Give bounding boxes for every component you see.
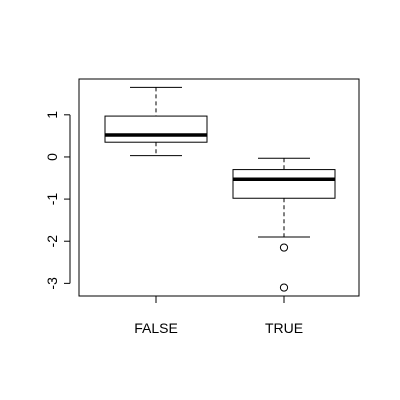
- iqr-box: [104, 115, 208, 143]
- y-tick-label: -2: [44, 235, 60, 248]
- y-tick-label: -1: [44, 193, 60, 206]
- outlier-point: [279, 243, 289, 252]
- x-axis: FALSE TRUE: [134, 295, 303, 336]
- box-false: [104, 86, 208, 157]
- iqr-box: [232, 169, 336, 199]
- y-axis: -3 -2 -1 0 1: [44, 111, 71, 290]
- y-tick-label: -3: [44, 277, 60, 290]
- x-tick-label-true: TRUE: [265, 320, 303, 336]
- box-true: [232, 157, 336, 292]
- y-tick-label: 0: [44, 153, 60, 161]
- x-tick-label-false: FALSE: [134, 320, 178, 336]
- outlier-point: [279, 283, 289, 292]
- y-tick-label: 1: [44, 111, 60, 119]
- box-series: [104, 86, 336, 292]
